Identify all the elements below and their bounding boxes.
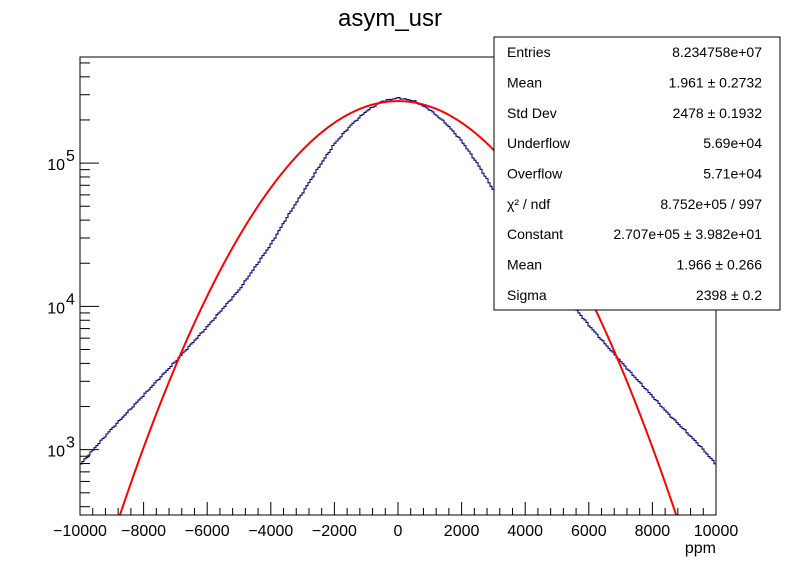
histogram-series	[80, 97, 716, 465]
x-tick-label: 10000	[694, 523, 739, 540]
x-tick-label: −6000	[185, 523, 230, 540]
x-tick-label: −2000	[312, 523, 357, 540]
stats-box-frame	[493, 36, 781, 311]
stats-row-value: 1.966 ± 0.266	[676, 257, 762, 273]
x-tick-label: 8000	[635, 523, 671, 540]
y-tick-label: 10	[47, 300, 65, 317]
y-tick-exponent: 3	[66, 435, 75, 452]
stats-row-value: 8.234758e+07	[672, 44, 762, 60]
stats-row-value: 2398 ± 0.2	[696, 287, 762, 303]
stats-row-label: Constant	[507, 226, 563, 242]
x-tick-label: −4000	[248, 523, 293, 540]
y-tick-label: 10	[47, 444, 65, 461]
x-tick-label: −8000	[121, 523, 166, 540]
x-tick-label: 2000	[444, 523, 480, 540]
y-tick-base: 10	[47, 300, 65, 317]
x-tick-label: 0	[394, 523, 403, 540]
stats-row-value: 5.69e+04	[703, 135, 762, 151]
x-tick-label: 6000	[571, 523, 607, 540]
stats-row-label: Std Dev	[507, 105, 557, 121]
y-tick-label: 10	[47, 157, 65, 174]
stats-row-label: Overflow	[507, 166, 563, 182]
x-axis-label: ppm	[685, 540, 716, 557]
y-tick-base: 10	[47, 157, 65, 174]
stats-row-label: Entries	[507, 44, 551, 60]
stats-row-value: 1.961 ± 0.2732	[669, 75, 763, 91]
y-tick-exponent: 4	[66, 291, 75, 308]
y-tick-base: 10	[47, 444, 65, 461]
chart-title: asym_usr	[338, 5, 442, 32]
stats-row-label: χ² / ndf	[507, 196, 550, 212]
stats-row-label: Underflow	[507, 135, 571, 151]
stats-box: Entries 8.234758e+07 Mean 1.961 ± 0.2732 Std…	[493, 36, 781, 311]
x-tick-label: 4000	[507, 523, 543, 540]
stats-row-label: Mean	[507, 75, 542, 91]
stats-row-label: Mean	[507, 257, 542, 273]
stats-row-label: Sigma	[507, 287, 547, 303]
stats-row-value: 2.707e+05 ± 3.982e+01	[613, 226, 762, 242]
axes: −10000 −8000 −6000 −4000 −2000 0 2000 4000 6000 8…	[47, 62, 739, 540]
stats-row-value: 8.752e+05 / 997	[660, 196, 762, 212]
x-tick-label: −10000	[53, 523, 107, 540]
y-tick-exponent: 5	[66, 148, 75, 165]
stats-row-value: 2478 ± 0.1932	[673, 105, 763, 121]
stats-row-value: 5.71e+04	[703, 166, 762, 182]
